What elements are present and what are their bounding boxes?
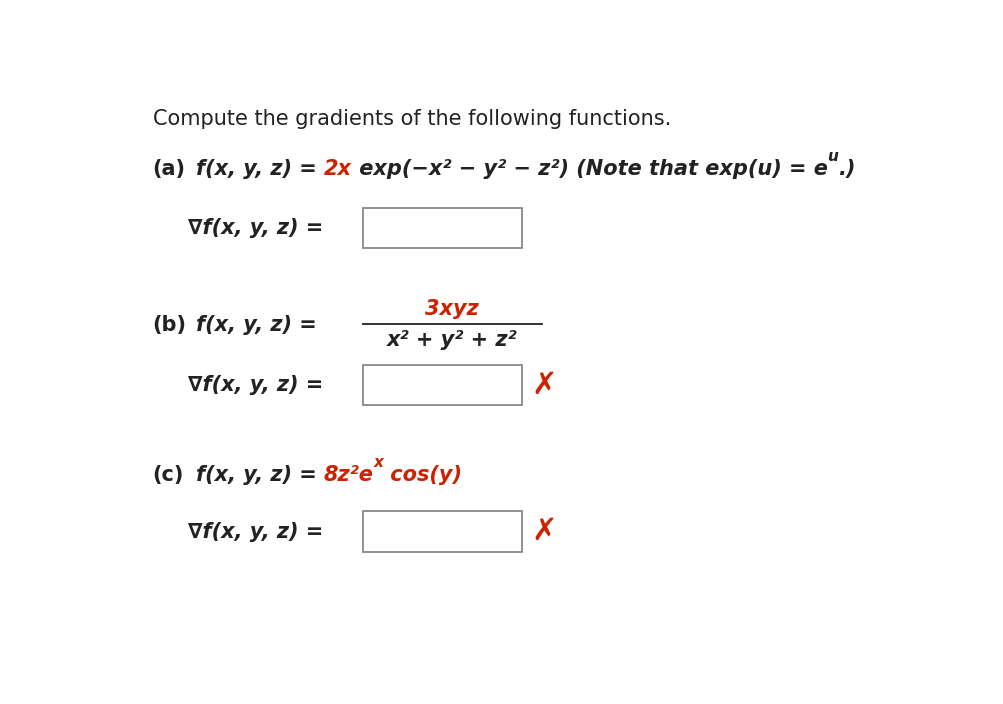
Text: ∇f(x, y, z) =: ∇f(x, y, z) = bbox=[188, 522, 323, 541]
Text: cos(y): cos(y) bbox=[383, 465, 461, 485]
FancyBboxPatch shape bbox=[362, 365, 522, 406]
Text: .): .) bbox=[838, 158, 855, 179]
Text: 8z²e: 8z²e bbox=[323, 465, 373, 485]
Text: f(x, y, z) =: f(x, y, z) = bbox=[196, 465, 323, 485]
Text: u: u bbox=[826, 149, 838, 164]
Text: ∇f(x, y, z) =: ∇f(x, y, z) = bbox=[188, 375, 323, 396]
Text: ✗: ✗ bbox=[532, 517, 557, 546]
FancyBboxPatch shape bbox=[362, 208, 522, 249]
Text: ✗: ✗ bbox=[532, 370, 557, 400]
Text: (c): (c) bbox=[152, 465, 184, 485]
Text: 3xyz: 3xyz bbox=[425, 299, 478, 320]
Text: f(x, y, z) =: f(x, y, z) = bbox=[196, 315, 323, 335]
Text: (b): (b) bbox=[152, 315, 187, 335]
Text: (a): (a) bbox=[152, 158, 186, 179]
Text: 2x: 2x bbox=[323, 158, 351, 179]
Text: exp(−x² − y² − z²) (Note that exp(u) = e: exp(−x² − y² − z²) (Note that exp(u) = e bbox=[351, 158, 826, 179]
Text: x: x bbox=[373, 455, 383, 470]
Text: x² + y² + z²: x² + y² + z² bbox=[386, 330, 518, 351]
Text: ∇f(x, y, z) =: ∇f(x, y, z) = bbox=[188, 218, 323, 238]
Text: Compute the gradients of the following functions.: Compute the gradients of the following f… bbox=[152, 109, 670, 129]
FancyBboxPatch shape bbox=[362, 511, 522, 552]
Text: f(x, y, z) =: f(x, y, z) = bbox=[196, 158, 323, 179]
